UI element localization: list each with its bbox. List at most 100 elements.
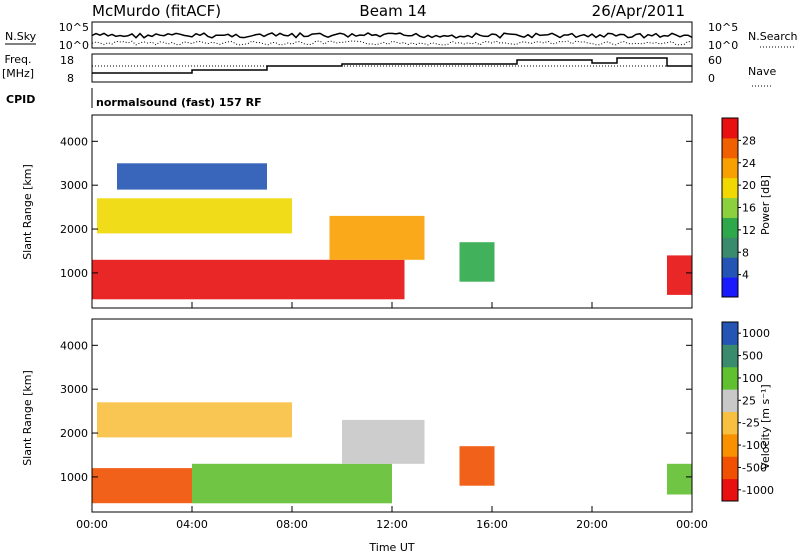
data-region-4 bbox=[667, 255, 692, 295]
colorbar-tick-label-4: -25 bbox=[742, 417, 760, 430]
noise-sky-label: N.Sky bbox=[5, 30, 37, 43]
data-region-2 bbox=[329, 215, 425, 260]
velocity-data bbox=[92, 402, 692, 504]
power-data bbox=[92, 163, 692, 300]
y-tick-label-3: 4000 bbox=[60, 135, 88, 148]
x-tick-label-2: 08:00 bbox=[276, 518, 308, 531]
colorbar-frame bbox=[721, 321, 739, 502]
station-title: McMurdo (fitACF) bbox=[92, 2, 221, 20]
velocity-y-axis: 1000 2000 3000 4000 bbox=[60, 339, 692, 484]
noise-search-label: N.Search bbox=[748, 30, 798, 43]
freq-tick-high: 18 bbox=[60, 54, 74, 67]
colorbar-tick-label-0: 4 bbox=[742, 269, 749, 282]
noise-left-tick-low: 10^0 bbox=[59, 39, 89, 52]
nave-tick-low: 0 bbox=[708, 72, 715, 85]
noise-right-tick-high: 10^5 bbox=[708, 21, 738, 34]
power-colorbar-label: Power [dB] bbox=[759, 175, 772, 235]
colorbar-segment-0 bbox=[722, 277, 738, 298]
time-axis-label: Time UT bbox=[368, 541, 414, 554]
power-y-label: Slant Range [km] bbox=[21, 164, 34, 260]
x-tick-label-0: 00:00 bbox=[76, 518, 108, 531]
x-tick-label-1: 04:00 bbox=[176, 518, 208, 531]
colorbar-segment-4 bbox=[722, 389, 738, 412]
y-tick-label-1: 2000 bbox=[60, 427, 88, 440]
colorbar-segment-5 bbox=[722, 366, 738, 390]
colorbar-segment-1 bbox=[722, 456, 738, 480]
y-tick-label-3: 4000 bbox=[60, 339, 88, 352]
velocity-y-label: Slant Range [km] bbox=[21, 370, 34, 466]
noise-panel: N.Sky 10^5 10^0 10^5 10^0 N.Search bbox=[5, 21, 798, 52]
noise-sky-line bbox=[91, 32, 693, 39]
frequency-line bbox=[92, 57, 692, 74]
x-tick-label-3: 12:00 bbox=[376, 518, 408, 531]
colorbar-tick-label-1: 8 bbox=[742, 246, 749, 259]
data-region-0 bbox=[92, 259, 405, 300]
power-x-axis bbox=[91, 302, 693, 308]
colorbar-segment-5 bbox=[722, 177, 738, 199]
cpid-text: normalsound (fast) 157 RF bbox=[96, 96, 262, 109]
colorbar-tick-label-5: -100 bbox=[742, 439, 767, 452]
data-region-3 bbox=[342, 419, 425, 464]
colorbar-segment-1 bbox=[722, 257, 738, 278]
data-region-1 bbox=[192, 463, 392, 504]
x-tick-label-5: 20:00 bbox=[576, 518, 608, 531]
nave-tick-high: 60 bbox=[708, 54, 722, 67]
y-tick-label-0: 1000 bbox=[60, 471, 88, 484]
colorbar-segment-8 bbox=[722, 118, 738, 139]
y-tick-label-2: 3000 bbox=[60, 179, 88, 192]
velocity-panel: 1000 2000 3000 4000 00:00 04:00 08:00 12:00 16:… bbox=[21, 318, 774, 554]
data-region-5 bbox=[117, 163, 267, 190]
colorbar-segment-4 bbox=[722, 197, 738, 218]
data-region-3 bbox=[459, 242, 495, 282]
power-y-axis: 1000 2000 3000 4000 bbox=[60, 135, 692, 280]
velocity-colorbar: 1000 500 100 25 -25 -100 -500 -1000 bbox=[721, 321, 774, 502]
colorbar-segment-6 bbox=[722, 157, 738, 179]
x-tick-label-4: 16:00 bbox=[476, 518, 508, 531]
colorbar-tick-label-4: 20 bbox=[742, 179, 756, 192]
colorbar-segment-3 bbox=[722, 411, 738, 435]
power-colorbar: 4 8 12 16 20 24 28 bbox=[721, 117, 756, 298]
freq-tick-low: 8 bbox=[67, 72, 74, 85]
colorbar-segment-7 bbox=[722, 137, 738, 159]
colorbar-tick-label-1: 500 bbox=[742, 350, 763, 363]
data-region-2 bbox=[97, 402, 292, 438]
colorbar-tick-label-6: 28 bbox=[742, 134, 756, 147]
colorbar-tick-label-5: 24 bbox=[742, 157, 756, 170]
data-region-1 bbox=[97, 198, 292, 234]
data-region-4 bbox=[459, 446, 495, 486]
freq-label-line1: Freq. bbox=[4, 53, 31, 66]
colorbar-segment-2 bbox=[722, 237, 738, 258]
velocity-colorbar-label: Velocity [m s⁻¹] bbox=[759, 384, 772, 469]
colorbar-tick-label-3: 25 bbox=[742, 394, 756, 407]
frequency-panel: Freq. [MHz] 18 8 60 0 Nave bbox=[2, 53, 776, 87]
colorbar-segment-0 bbox=[722, 478, 738, 502]
freq-label-line2: [MHz] bbox=[2, 67, 34, 80]
beam-title: Beam 14 bbox=[359, 2, 426, 20]
y-tick-label-1: 2000 bbox=[60, 223, 88, 236]
colorbar-tick-label-3: 16 bbox=[742, 202, 756, 215]
data-region-5 bbox=[667, 463, 692, 495]
noise-search-line bbox=[91, 40, 693, 46]
colorbar-segment-3 bbox=[722, 217, 738, 238]
data-region-0 bbox=[92, 468, 192, 504]
nave-label: Nave bbox=[748, 65, 776, 78]
velocity-x-axis: 00:00 04:00 08:00 12:00 16:00 20:00 00:00 bbox=[76, 506, 708, 531]
date-title: 26/Apr/2011 bbox=[592, 2, 685, 20]
colorbar-tick-label-0: 1000 bbox=[742, 327, 770, 340]
y-tick-label-0: 1000 bbox=[60, 267, 88, 280]
noise-right-tick-low: 10^0 bbox=[708, 39, 738, 52]
colorbar-tick-label-6: -500 bbox=[742, 461, 767, 474]
y-tick-label-2: 3000 bbox=[60, 383, 88, 396]
colorbar-segment-2 bbox=[722, 433, 738, 457]
power-panel: 1000 2000 3000 4000 Slant Range [km] 4 8 12 16… bbox=[21, 114, 772, 309]
x-tick-label-6: 00:00 bbox=[676, 518, 708, 531]
colorbar-segment-7 bbox=[722, 322, 738, 345]
colorbar-segment-6 bbox=[722, 344, 738, 368]
cpid-row: CPID normalsound (fast) 157 RF bbox=[6, 88, 262, 109]
colorbar-tick-label-2: 12 bbox=[742, 224, 756, 237]
colorbar-tick-label-7: -1000 bbox=[742, 484, 774, 497]
colorbar-tick-label-2: 100 bbox=[742, 372, 763, 385]
noise-left-tick-high: 10^5 bbox=[59, 21, 89, 34]
cpid-label: CPID bbox=[6, 93, 35, 106]
